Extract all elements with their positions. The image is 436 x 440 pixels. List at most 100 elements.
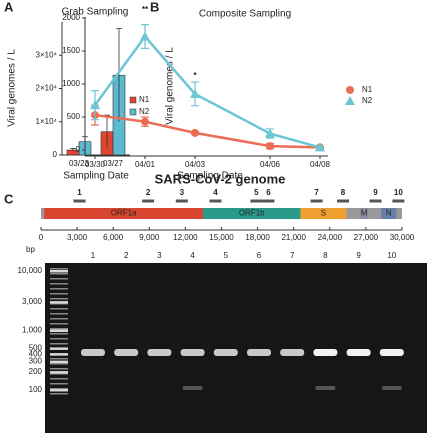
ladder-band: [50, 270, 68, 273]
ladder-band: [50, 371, 68, 374]
ladder-band-extra: [50, 278, 68, 280]
y-tick-label: 1×10⁴: [36, 117, 58, 126]
ladder-band-extra: [50, 383, 68, 385]
gel-image: [45, 263, 427, 433]
lane-label: 6: [257, 251, 262, 260]
ladder-band-extra: [50, 293, 68, 295]
ladder-band-extra: [50, 313, 68, 315]
ladder-label: 1,000: [22, 326, 43, 335]
x-tick-label: 24,000: [318, 233, 343, 242]
legend-label: N2: [139, 107, 150, 116]
y-tick-label: 2×10⁴: [36, 84, 58, 93]
x-tick-label: 03/27: [103, 159, 124, 168]
gel-band: [147, 349, 172, 356]
ladder-band-extra: [50, 358, 68, 360]
lane-label: 8: [323, 251, 328, 260]
ladder-label: 200: [29, 367, 43, 376]
ladder-band-extra: [50, 273, 68, 275]
gene: [203, 208, 301, 219]
x-tick-label: 30,000: [390, 233, 415, 242]
error-bar: [70, 147, 76, 152]
lane-label: 4: [190, 251, 195, 260]
lane-label: 10: [387, 251, 396, 260]
lane-label: 3: [157, 251, 162, 260]
ladder-band: [50, 347, 68, 350]
x-tick-label: 03/23: [69, 159, 90, 168]
y-tick-label: 0: [53, 150, 58, 159]
ladder-band-extra: [50, 373, 68, 375]
x-tick-label: 04/03: [185, 160, 206, 169]
gel-unit: bp: [26, 245, 35, 254]
amplicon-label: 1: [77, 188, 82, 197]
gel-band-faint: [315, 386, 336, 390]
ladder-band-extra: [50, 388, 68, 390]
legend-label: N2: [362, 96, 373, 105]
gel-band-faint: [182, 386, 203, 390]
ladder-band-extra: [50, 318, 68, 320]
x-tick-label: 9,000: [139, 233, 160, 242]
x-tick-label: 04/08: [310, 160, 331, 169]
genome-title: SARS-CoV-2 genome: [155, 171, 286, 186]
panel-label: C: [4, 191, 14, 206]
legend-marker: [129, 96, 137, 104]
y-tick-label: 3×10⁴: [36, 50, 58, 59]
y-tick-label: 2000: [62, 13, 80, 22]
lane-label: 2: [124, 251, 129, 260]
amplicon-label: 5: [254, 188, 259, 197]
gene-label: ORF1b: [239, 209, 265, 218]
gel-band-faint: [381, 386, 402, 390]
y-tick-label: 1000: [62, 79, 80, 88]
ladder-band-extra: [50, 323, 68, 325]
x-tick-label: 6,000: [103, 233, 124, 242]
gel-band: [247, 349, 271, 356]
amplicon-label: 4: [213, 188, 218, 197]
y-tick-label: 500: [67, 112, 81, 121]
gel-band: [280, 349, 305, 356]
panel-label: B: [150, 0, 159, 14]
gene-label: S: [321, 209, 326, 218]
gel-band: [81, 349, 105, 356]
x-tick-label: 04/06: [260, 160, 281, 169]
legend-marker: [345, 96, 355, 105]
ladder-band-extra: [50, 308, 68, 310]
ladder-band-extra: [50, 363, 68, 365]
gel-band: [313, 349, 338, 356]
amplicon-label: 7: [314, 188, 319, 197]
amplicon-label: 9: [373, 188, 378, 197]
x-tick-label: 12,000: [173, 233, 198, 242]
gene: [44, 208, 204, 219]
y-tick-label: 1500: [62, 46, 80, 55]
x-tick-label: 03/30: [85, 160, 106, 169]
ladder-band-extra: [50, 338, 68, 340]
annotation: **: [142, 5, 149, 14]
legend-label: N1: [362, 85, 373, 94]
ladder-band: [50, 360, 68, 364]
ladder-band-extra: [50, 283, 68, 285]
legend-marker: [346, 86, 354, 94]
ladder-label: 400: [29, 349, 43, 358]
amplicon-label: 2: [146, 188, 151, 197]
gel-band: [213, 349, 238, 356]
chart-title: Composite Sampling: [199, 9, 291, 20]
x-axis-label: Sampling Date: [63, 171, 129, 182]
x-tick-label: 18,000: [245, 233, 270, 242]
ladder-band-extra: [50, 368, 68, 370]
data-point: [140, 31, 150, 41]
gel-band: [114, 349, 139, 356]
x-axis-label: Sampling Date: [177, 171, 243, 182]
gel-band: [346, 349, 371, 356]
ladder-band-extra: [50, 378, 68, 380]
ladder-band-extra: [50, 328, 68, 330]
annotation: *: [193, 71, 197, 80]
lane-label: 5: [224, 251, 229, 260]
ladder-label: 3,000: [22, 297, 43, 306]
data-point: [190, 88, 200, 98]
gene-label: ORF1a: [111, 209, 137, 218]
series-line: [93, 34, 321, 149]
ladder-band-extra: [50, 333, 68, 335]
lane-label: 9: [356, 251, 361, 260]
x-tick-label: 21,000: [281, 233, 306, 242]
ladder-label: 10,000: [18, 266, 43, 275]
chart-title: Grab Sampling: [62, 7, 129, 18]
